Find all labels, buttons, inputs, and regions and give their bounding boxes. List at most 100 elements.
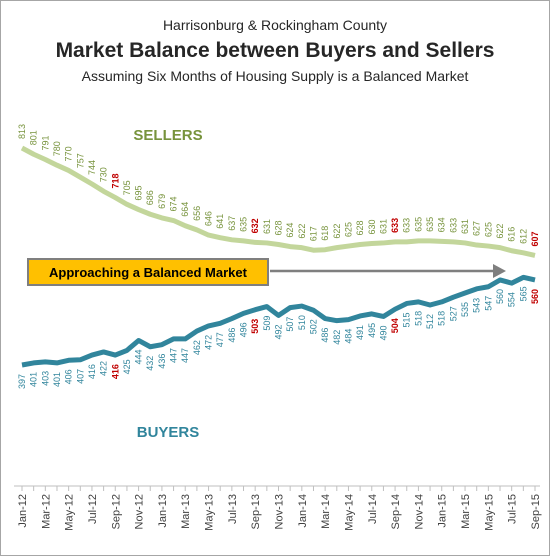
x-tick-label: Mar-14 bbox=[320, 494, 332, 529]
x-tick-label: Jan-14 bbox=[297, 494, 309, 528]
value-label: 503 bbox=[250, 319, 260, 334]
value-label: 625 bbox=[343, 222, 353, 237]
x-tick-label: Mar-15 bbox=[460, 494, 472, 529]
value-label: 617 bbox=[308, 226, 318, 241]
value-label: 705 bbox=[122, 180, 132, 195]
value-label: 518 bbox=[437, 311, 447, 326]
value-label: 407 bbox=[75, 369, 85, 384]
value-label: 543 bbox=[472, 298, 482, 313]
value-label: 527 bbox=[448, 306, 458, 321]
value-label: 425 bbox=[122, 359, 132, 374]
x-tick-label: Nov-13 bbox=[274, 494, 286, 529]
value-label: 627 bbox=[472, 221, 482, 236]
value-label: 718 bbox=[110, 174, 120, 189]
value-label: 535 bbox=[460, 302, 470, 317]
value-label: 492 bbox=[274, 324, 284, 339]
annotation-text: Approaching a Balanced Market bbox=[49, 265, 248, 280]
value-label: 444 bbox=[134, 349, 144, 364]
value-label: 484 bbox=[343, 329, 353, 344]
value-label: 625 bbox=[483, 222, 493, 237]
value-label: 686 bbox=[145, 190, 155, 205]
value-label: 401 bbox=[29, 372, 39, 387]
x-tick-label: Jan-15 bbox=[437, 494, 449, 528]
x-tick-label: Jan-13 bbox=[157, 494, 169, 528]
value-label: 679 bbox=[157, 194, 167, 209]
value-label: 510 bbox=[297, 315, 307, 330]
value-label: 607 bbox=[530, 231, 540, 246]
value-label: 744 bbox=[87, 160, 97, 175]
value-label: 801 bbox=[29, 130, 39, 145]
value-label: 780 bbox=[52, 141, 62, 156]
value-label: 641 bbox=[215, 214, 225, 229]
value-label: 637 bbox=[227, 216, 237, 231]
value-label: 515 bbox=[402, 312, 412, 327]
value-label: 491 bbox=[355, 325, 365, 340]
x-tick-label: Jan-12 bbox=[17, 494, 29, 528]
x-tick-label: Sep-14 bbox=[390, 494, 402, 529]
value-label: 507 bbox=[285, 317, 295, 332]
value-label: 770 bbox=[64, 146, 74, 161]
value-label: 634 bbox=[437, 217, 447, 232]
value-label: 486 bbox=[320, 328, 330, 343]
value-label: 628 bbox=[355, 220, 365, 235]
value-label: 436 bbox=[157, 354, 167, 369]
value-label: 490 bbox=[378, 325, 388, 340]
x-tick-label: May-12 bbox=[64, 494, 76, 531]
value-label: 632 bbox=[250, 218, 260, 233]
value-label: 486 bbox=[227, 328, 237, 343]
value-label: 646 bbox=[204, 211, 214, 226]
value-label: 618 bbox=[320, 226, 330, 241]
value-label: 482 bbox=[332, 330, 342, 345]
value-label: 502 bbox=[308, 319, 318, 334]
value-label: 554 bbox=[507, 292, 517, 307]
value-label: 813 bbox=[17, 124, 27, 139]
x-tick-label: May-15 bbox=[483, 494, 495, 531]
value-label: 422 bbox=[99, 361, 109, 376]
value-label: 432 bbox=[145, 356, 155, 371]
chart-subtitle: Assuming Six Months of Housing Supply is… bbox=[82, 68, 469, 84]
x-tick-label: May-13 bbox=[204, 494, 216, 531]
value-label: 622 bbox=[495, 224, 505, 239]
x-tick-label: Mar-12 bbox=[40, 494, 52, 529]
value-label: 791 bbox=[40, 135, 50, 150]
chart-title: Market Balance between Buyers and Seller… bbox=[56, 39, 495, 62]
x-tick-label: Jul-12 bbox=[87, 494, 99, 524]
x-tick-label: Sep-13 bbox=[250, 494, 262, 529]
value-label: 509 bbox=[262, 316, 272, 331]
value-label: 512 bbox=[425, 314, 435, 329]
value-label: 495 bbox=[367, 323, 377, 338]
value-label: 616 bbox=[507, 227, 517, 242]
x-tick-label: Mar-13 bbox=[180, 494, 192, 529]
value-label: 624 bbox=[285, 223, 295, 238]
value-label: 633 bbox=[390, 218, 400, 233]
value-label: 472 bbox=[204, 335, 214, 350]
series-line bbox=[21, 274, 536, 368]
value-label: 406 bbox=[64, 369, 74, 384]
value-label: 635 bbox=[239, 217, 249, 232]
value-label: 635 bbox=[425, 217, 435, 232]
series-line bbox=[20, 145, 536, 258]
series-name: SELLERS bbox=[133, 127, 202, 144]
value-label: 447 bbox=[169, 348, 179, 363]
value-label: 447 bbox=[180, 348, 190, 363]
value-label: 695 bbox=[134, 186, 144, 201]
value-label: 631 bbox=[262, 219, 272, 234]
value-label: 496 bbox=[239, 322, 249, 337]
value-label: 622 bbox=[332, 224, 342, 239]
value-label: 631 bbox=[378, 219, 388, 234]
x-tick-label: Jul-14 bbox=[367, 494, 379, 524]
value-label: 633 bbox=[402, 218, 412, 233]
value-label: 633 bbox=[448, 218, 458, 233]
value-label: 635 bbox=[413, 217, 423, 232]
value-label: 628 bbox=[274, 220, 284, 235]
value-label: 401 bbox=[52, 372, 62, 387]
x-tick-label: May-14 bbox=[343, 494, 355, 531]
value-label: 477 bbox=[215, 332, 225, 347]
value-label: 674 bbox=[169, 196, 179, 211]
value-label: 518 bbox=[413, 311, 423, 326]
value-label: 730 bbox=[99, 167, 109, 182]
annotation-arrowhead bbox=[493, 264, 506, 278]
value-label: 403 bbox=[40, 371, 50, 386]
